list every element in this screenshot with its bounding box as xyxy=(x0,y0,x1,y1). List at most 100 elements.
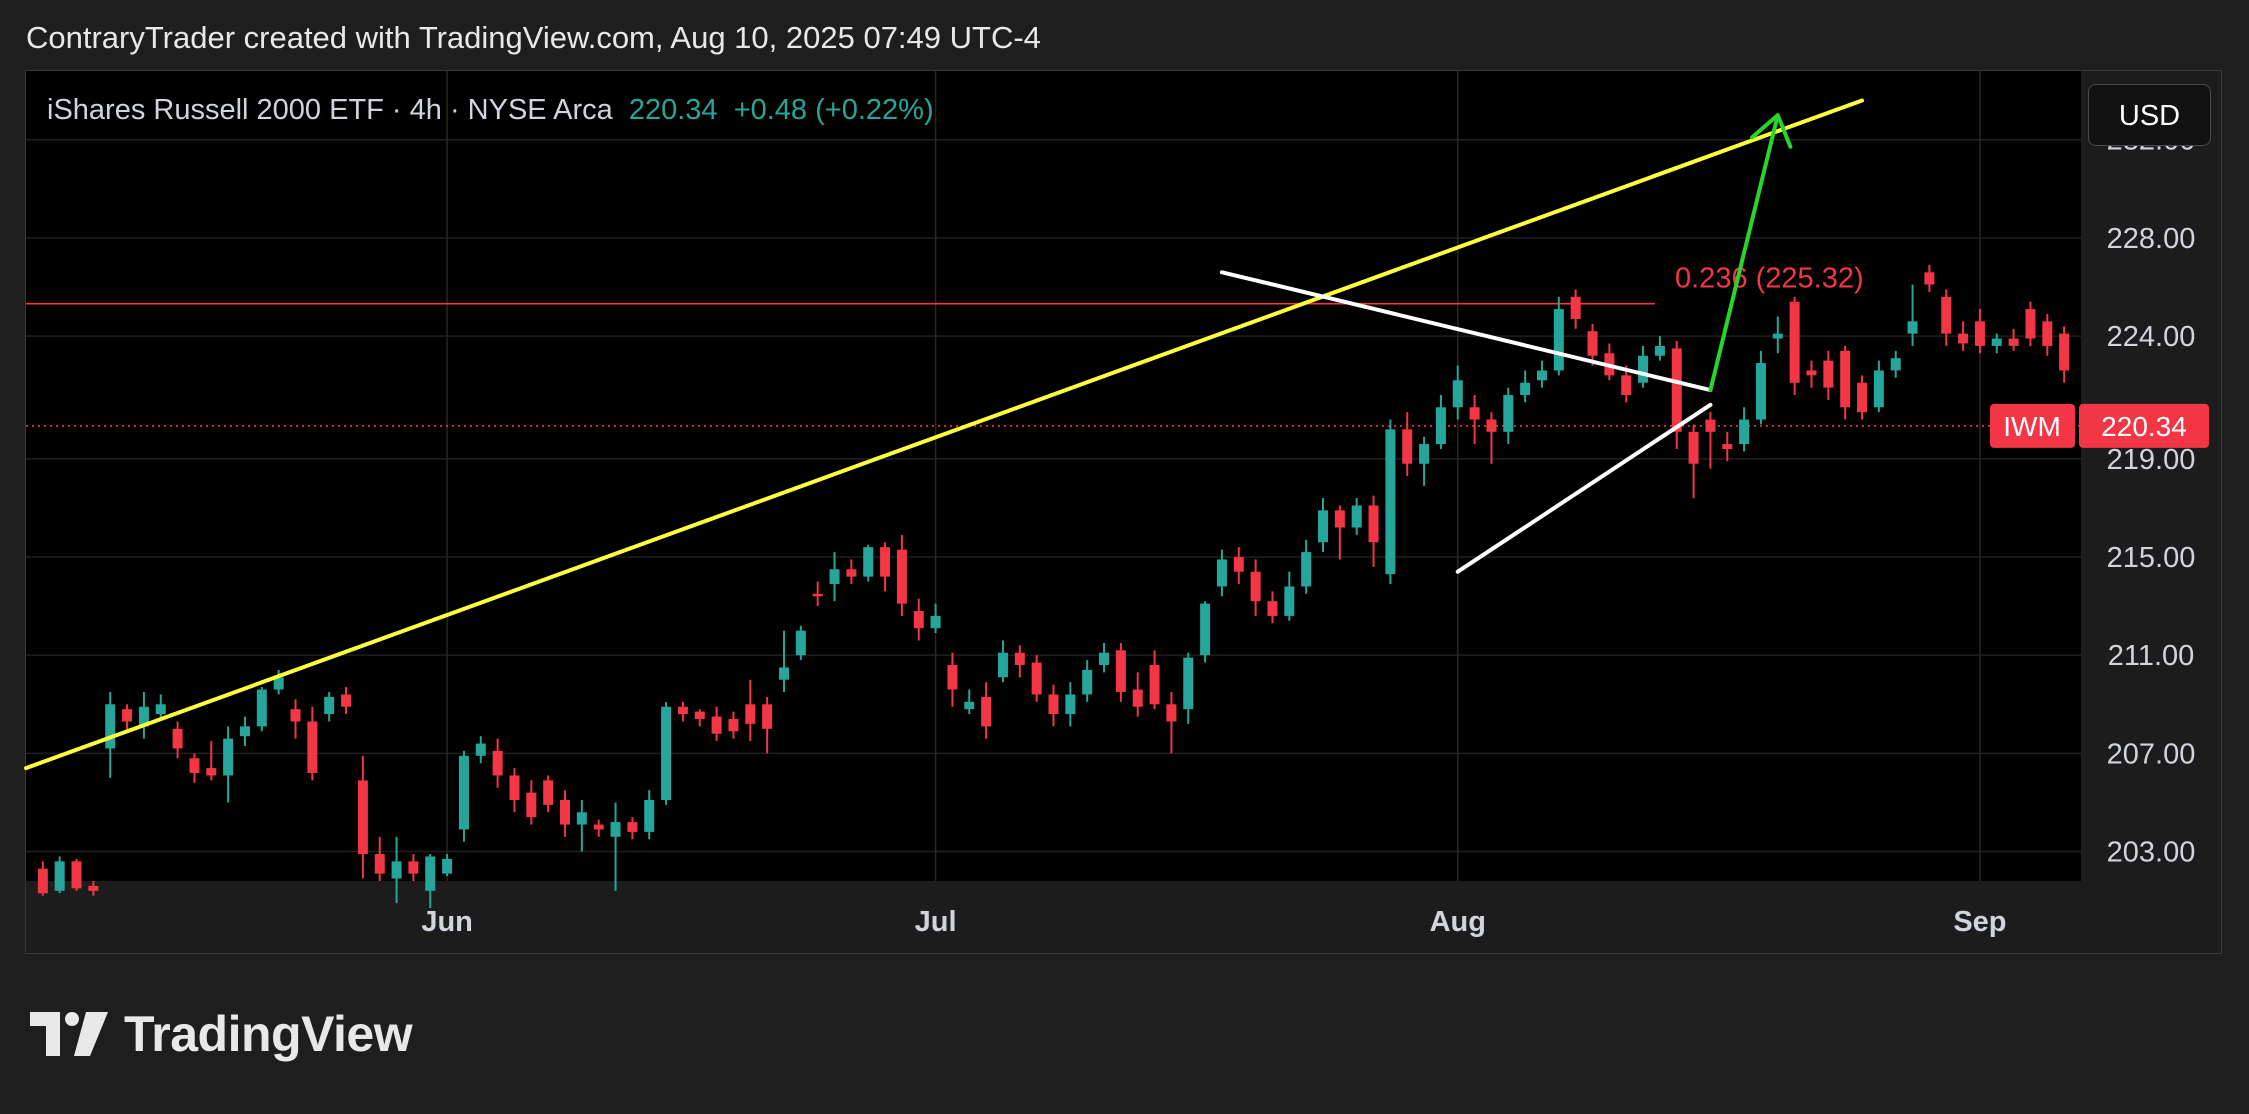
candle-body xyxy=(1520,382,1531,395)
candle-body xyxy=(728,719,739,732)
candle-body xyxy=(560,800,571,825)
candle xyxy=(1267,591,1278,624)
candle xyxy=(1301,539,1312,594)
x-tick-label: Jul xyxy=(915,906,957,938)
candle-body xyxy=(543,780,554,805)
x-tick-label: Jun xyxy=(421,906,473,938)
candle-body xyxy=(863,547,874,577)
candle-body xyxy=(526,792,537,818)
candle-body xyxy=(1065,694,1076,715)
candle xyxy=(1873,360,1884,413)
candle xyxy=(71,858,82,891)
x-tick-label: Aug xyxy=(1430,906,1486,938)
candle xyxy=(1233,547,1244,584)
candle xyxy=(593,819,604,837)
price-tag-label: 220.34 xyxy=(2101,411,2187,442)
candle xyxy=(863,544,874,582)
candle-body xyxy=(627,822,638,832)
candle-body xyxy=(711,716,722,734)
candle xyxy=(408,854,419,881)
candle-body xyxy=(2025,309,2036,339)
y-tick-label: 203.00 xyxy=(2107,837,2196,869)
candle-body xyxy=(341,694,352,707)
candle xyxy=(357,755,368,879)
arrow-head xyxy=(1750,113,1793,149)
candle-body xyxy=(1857,382,1868,413)
candle xyxy=(189,753,200,783)
candle-body xyxy=(1688,431,1699,464)
candle xyxy=(1924,264,1935,292)
candle-body xyxy=(1267,601,1278,616)
candle-body xyxy=(2042,321,2053,346)
candle-body xyxy=(122,709,133,722)
candle xyxy=(1014,645,1025,678)
candle xyxy=(1166,692,1177,754)
candle-body xyxy=(829,569,840,584)
candle xyxy=(1907,284,1918,346)
candle xyxy=(2008,328,2019,351)
candle-body xyxy=(88,885,99,891)
candle xyxy=(644,790,655,840)
candle-body xyxy=(913,611,924,629)
candle-body xyxy=(1166,704,1177,722)
candle xyxy=(711,706,722,742)
candle xyxy=(1452,365,1463,420)
candle xyxy=(391,836,402,904)
time-axis: Jun Jul Aug Sep xyxy=(421,906,2006,938)
candle xyxy=(981,682,992,739)
candle-body xyxy=(694,711,705,719)
candle-body xyxy=(745,704,756,724)
candle xyxy=(560,790,571,837)
candle-body xyxy=(223,738,234,776)
candle xyxy=(1031,655,1042,702)
drawings xyxy=(24,98,1865,771)
candle xyxy=(728,711,739,739)
candle xyxy=(1318,498,1329,553)
candle-body xyxy=(71,861,82,889)
candle xyxy=(239,716,250,746)
candle-body xyxy=(1739,419,1750,445)
candle-body xyxy=(442,858,453,874)
candle xyxy=(1755,350,1766,425)
candle xyxy=(1806,360,1817,388)
candle xyxy=(829,552,840,602)
candle-body xyxy=(509,775,520,800)
candle-body xyxy=(290,709,301,722)
candle-body xyxy=(1806,370,1817,376)
candle xyxy=(1435,395,1446,449)
candle xyxy=(122,704,133,732)
candle xyxy=(1553,296,1564,376)
candle xyxy=(1368,495,1379,567)
price-axis: 232.00228.00224.00219.00215.00211.00207.… xyxy=(2107,125,2196,869)
candle xyxy=(307,706,318,781)
legend-change: +0.48 (+0.22%) xyxy=(733,94,934,126)
candle-body xyxy=(1334,510,1345,528)
candle xyxy=(1654,336,1665,361)
candle xyxy=(913,598,924,641)
candle xyxy=(812,581,823,607)
y-tick-label: 215.00 xyxy=(2107,542,2196,574)
candle-body xyxy=(1149,665,1160,705)
candle xyxy=(964,689,975,715)
candle xyxy=(762,696,773,754)
candle xyxy=(661,701,672,805)
candle-body xyxy=(357,780,368,854)
candle-body xyxy=(2008,338,2019,346)
candle-body xyxy=(492,750,503,776)
candle-body xyxy=(981,696,992,727)
candle xyxy=(341,687,352,715)
tradingview-logo[interactable]: TradingView xyxy=(30,1004,413,1064)
candle-body xyxy=(1115,650,1126,692)
candle xyxy=(2042,314,2053,356)
candle xyxy=(997,640,1008,683)
candle xyxy=(930,603,941,634)
candle xyxy=(374,836,385,881)
candle xyxy=(1520,370,1531,403)
candle-body xyxy=(239,726,250,737)
candle xyxy=(1857,375,1868,420)
candle-body xyxy=(172,728,183,749)
currency-button[interactable]: USD xyxy=(2088,84,2211,146)
candle-body xyxy=(1301,552,1312,587)
drawing-triangle-top xyxy=(1219,270,1713,393)
